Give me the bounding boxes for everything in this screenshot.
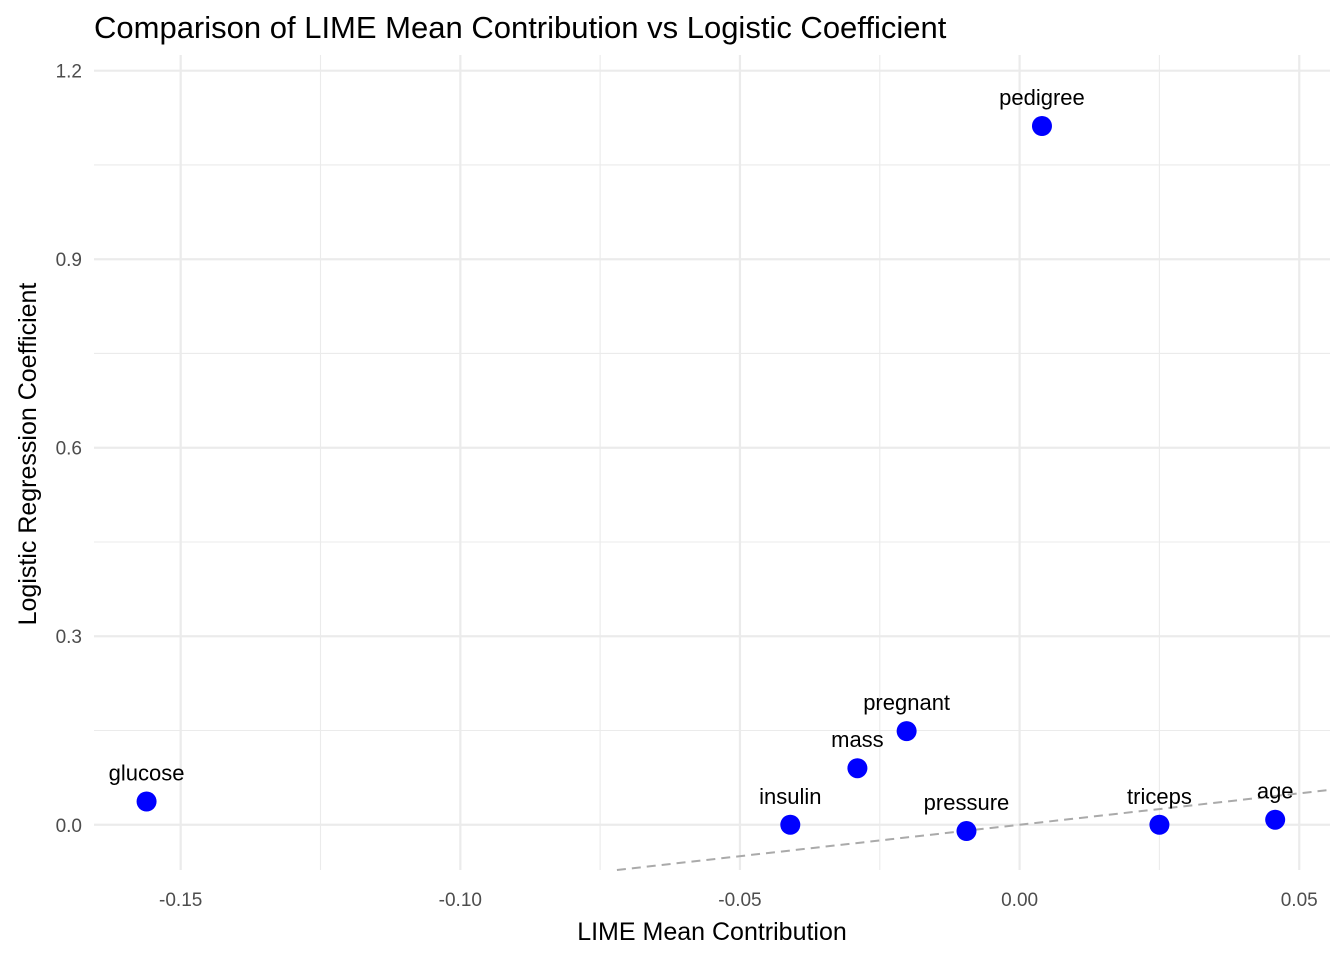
x-tick-label: -0.10 <box>439 890 482 911</box>
x-axis-ticks: -0.15 -0.10 -0.05 0.00 0.05 <box>159 890 1318 911</box>
data-point-pedigree <box>1031 116 1052 137</box>
data-point-pressure <box>956 821 977 842</box>
point-label-glucose: glucose <box>109 761 185 786</box>
point-label-age: age <box>1257 779 1294 804</box>
data-point-insulin <box>780 814 801 835</box>
data-point-mass <box>847 758 868 779</box>
point-label-pedigree: pedigree <box>999 85 1085 110</box>
y-tick-label: 0.0 <box>56 816 82 837</box>
point-label-insulin: insulin <box>759 784 821 809</box>
x-tick-label: 0.00 <box>1001 890 1038 911</box>
point-label-pressure: pressure <box>924 790 1010 815</box>
point-label-pregnant: pregnant <box>863 690 950 715</box>
y-tick-label: 1.2 <box>56 62 82 83</box>
grid <box>94 55 1330 870</box>
x-tick-label: -0.15 <box>159 890 202 911</box>
data-point-glucose <box>136 791 157 812</box>
x-axis-title: LIME Mean Contribution <box>577 918 847 946</box>
point-label-triceps: triceps <box>1127 784 1192 809</box>
x-tick-label: 0.05 <box>1281 890 1318 911</box>
y-tick-label: 0.3 <box>56 627 82 648</box>
point-label-mass: mass <box>831 727 884 752</box>
y-axis-title: Logistic Regression Coefficient <box>14 283 42 626</box>
data-point-triceps <box>1149 814 1170 835</box>
y-axis-ticks: 0.0 0.3 0.6 0.9 1.2 <box>56 62 82 837</box>
chart-title: Comparison of LIME Mean Contribution vs … <box>94 10 947 45</box>
x-tick-label: -0.05 <box>718 890 761 911</box>
data-points <box>136 116 1286 842</box>
y-tick-label: 0.6 <box>56 439 82 460</box>
y-tick-label: 0.9 <box>56 250 82 271</box>
point-labels: glucose insulin mass pregnant pressure pedigr… <box>109 85 1294 815</box>
data-point-pregnant <box>896 721 917 742</box>
data-point-age <box>1265 809 1286 830</box>
